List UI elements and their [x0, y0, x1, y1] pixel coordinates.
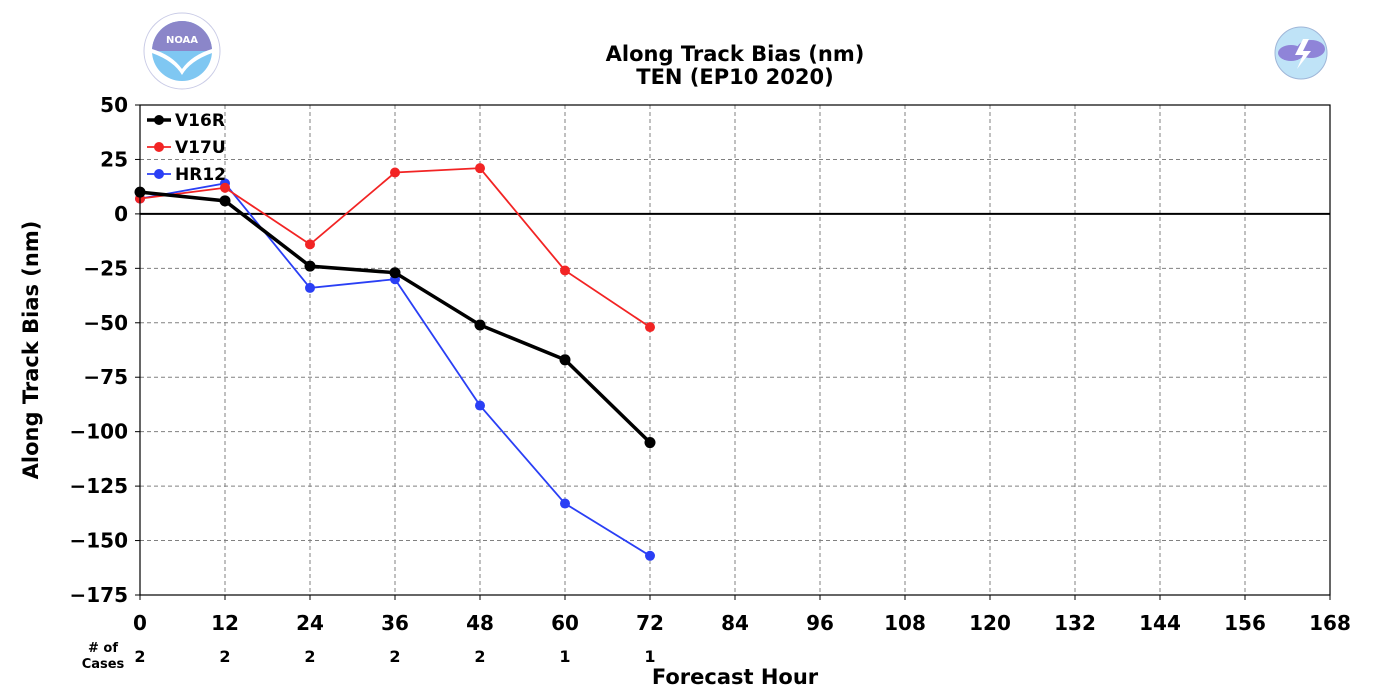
cases-count-48: 2 — [474, 647, 485, 666]
x-tick-label-120: 120 — [969, 611, 1011, 635]
x-tick-label-12: 12 — [211, 611, 239, 635]
legend-label-hr12: HR12 — [175, 165, 226, 185]
chart-title: Along Track Bias (nm) — [606, 42, 865, 66]
cases-count-60: 1 — [559, 647, 570, 666]
y-tick-label-9: −175 — [69, 583, 128, 607]
x-tick-label-48: 48 — [466, 611, 494, 635]
cases-count-72: 1 — [644, 647, 655, 666]
x-tick-label-60: 60 — [551, 611, 579, 635]
noaa-logo-text: NOAA — [166, 35, 198, 46]
cases-label-line-2: Cases — [82, 657, 125, 672]
series-v17u — [135, 163, 655, 333]
cases-count-36: 2 — [389, 647, 400, 666]
noaa-logo: NOAA — [143, 12, 221, 90]
x-axis-label: Forecast Hour — [652, 665, 819, 689]
x-tick-label-36: 36 — [381, 611, 409, 635]
legend: V16R V17U HR12 — [147, 111, 226, 185]
x-tick-label-144: 144 — [1139, 611, 1181, 635]
data-point-hr12-60 — [560, 498, 570, 509]
y-tick-label-1: 25 — [100, 147, 128, 171]
x-tick-label-108: 108 — [884, 611, 926, 635]
y-tick-label-5: −75 — [83, 365, 128, 389]
data-point-v17u-36 — [390, 167, 400, 178]
y-tick-label-7: −125 — [69, 474, 128, 498]
data-point-v17u-48 — [475, 163, 485, 174]
y-tick-label-0: 50 — [100, 93, 128, 117]
y-tick-label-4: −50 — [83, 311, 128, 335]
legend-item-v16r: V16R — [147, 111, 225, 131]
series-group — [134, 163, 656, 561]
x-tick-label-168: 168 — [1309, 611, 1351, 635]
legend-item-hr12: HR12 — [147, 165, 226, 185]
chart-subtitle: TEN (EP10 2020) — [636, 65, 833, 89]
x-tick-label-72: 72 — [636, 611, 664, 635]
series-v16r — [134, 186, 656, 449]
x-tick-label-156: 156 — [1224, 611, 1266, 635]
data-point-v16r-24 — [304, 260, 316, 272]
data-point-v16r-36 — [389, 267, 401, 279]
legend-marker-v17u — [154, 142, 164, 152]
data-point-v16r-12 — [219, 195, 231, 207]
y-tick-label-2: 0 — [114, 202, 128, 226]
x-tick-label-132: 132 — [1054, 611, 1096, 635]
legend-item-v17u: V17U — [147, 138, 226, 158]
data-point-v17u-12 — [220, 182, 230, 193]
cases-count-12: 2 — [219, 647, 230, 666]
grid — [140, 105, 1330, 595]
data-point-v16r-72 — [644, 437, 656, 449]
x-axis-ticks: 0 12 24 36 48 60 72 84 96 108 120 132 144 156 168 — [133, 595, 1351, 635]
data-point-v17u-72 — [645, 322, 655, 333]
cases-count-0: 2 — [134, 647, 145, 666]
y-axis-ticks: 50 25 0 −25 −50 −75 −100 −125 −150 −175 — [69, 93, 140, 607]
data-point-hr12-72 — [645, 550, 655, 561]
data-point-hr12-24 — [305, 282, 315, 293]
data-point-v17u-24 — [305, 239, 315, 250]
data-point-v16r-48 — [474, 319, 486, 331]
nws-logo — [1274, 26, 1328, 80]
y-tick-label-6: −100 — [69, 420, 128, 444]
cases-row: 2 2 2 2 2 1 1 — [134, 647, 655, 666]
data-point-v16r-60 — [559, 354, 571, 366]
x-tick-label-84: 84 — [721, 611, 749, 635]
x-tick-label-96: 96 — [806, 611, 834, 635]
x-tick-label-0: 0 — [133, 611, 147, 635]
legend-marker-hr12 — [154, 169, 164, 179]
y-tick-label-8: −150 — [69, 529, 128, 553]
data-point-v17u-60 — [560, 265, 570, 276]
legend-label-v17u: V17U — [175, 138, 226, 158]
y-tick-label-3: −25 — [83, 256, 128, 280]
cases-count-24: 2 — [304, 647, 315, 666]
y-axis-label: Along Track Bias (nm) — [19, 221, 43, 480]
data-point-hr12-48 — [475, 400, 485, 411]
x-tick-label-24: 24 — [296, 611, 324, 635]
cases-label-line-1: # of — [88, 641, 118, 656]
legend-label-v16r: V16R — [175, 111, 225, 131]
legend-marker-v16r — [154, 115, 164, 125]
